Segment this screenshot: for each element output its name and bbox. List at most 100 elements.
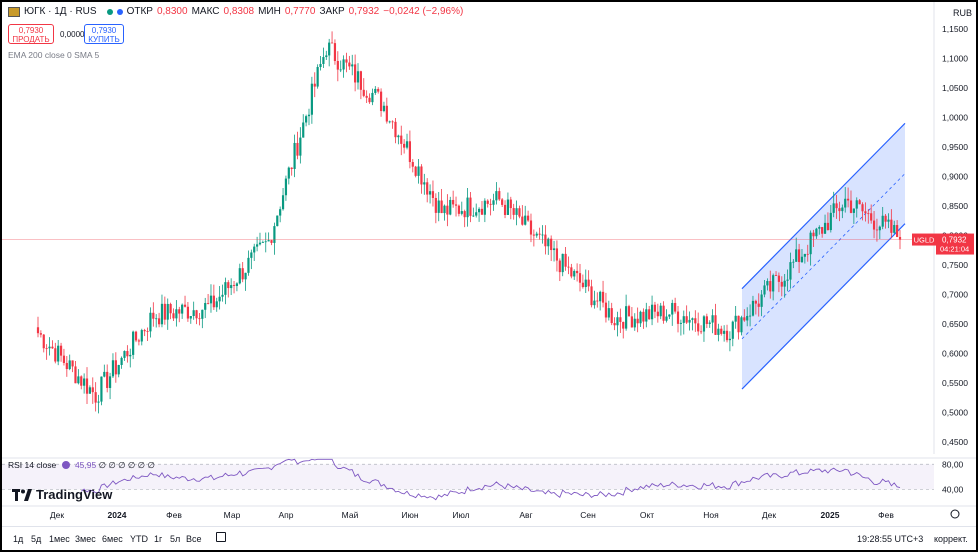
candle — [313, 72, 316, 98]
candle — [80, 375, 83, 390]
adjust-button[interactable]: коррект. — [934, 534, 968, 544]
candle — [861, 202, 864, 221]
candle — [524, 205, 527, 226]
candle — [94, 382, 97, 412]
date-range-icon[interactable] — [216, 532, 226, 542]
flag-icon — [8, 6, 20, 17]
candle — [181, 303, 184, 319]
candle — [351, 54, 354, 76]
candle — [705, 313, 708, 329]
candle — [359, 70, 362, 100]
candle — [711, 309, 714, 334]
candle — [564, 247, 567, 271]
candle — [449, 196, 452, 216]
x-tick-label: Июн — [401, 510, 418, 520]
candle — [682, 310, 685, 335]
candle — [108, 372, 112, 400]
candle — [754, 299, 757, 315]
x-tick-label: 2024 — [108, 510, 127, 520]
price-badge-value: 0,7932 — [942, 236, 967, 245]
y-tick-label: 1,1500 — [942, 24, 968, 34]
candle — [423, 173, 426, 195]
candle — [688, 311, 691, 331]
candle — [68, 354, 71, 371]
symbol-header: ЮГК · 1Д · RUS ОТКР 0,8300 МАКС 0,8308 МИН… — [8, 6, 463, 17]
candle — [636, 307, 639, 333]
candle — [250, 249, 253, 270]
candle — [77, 369, 80, 385]
clock-time[interactable]: 19:28:55 UTC+3 — [857, 534, 924, 544]
candle — [155, 314, 158, 328]
candle — [679, 319, 682, 336]
candle — [426, 178, 429, 203]
x-tick-label: Авг — [519, 510, 532, 520]
candle — [489, 198, 492, 216]
candle — [774, 271, 778, 276]
candle — [62, 348, 66, 366]
candle — [371, 88, 374, 106]
y-tick-label: 0,7000 — [942, 290, 968, 300]
candle — [844, 187, 847, 213]
candle — [587, 270, 590, 292]
candle — [849, 190, 853, 214]
candle — [316, 64, 319, 89]
candle — [561, 253, 564, 277]
range-3m[interactable]: 3мес — [75, 534, 96, 544]
range-1m[interactable]: 1мес — [49, 534, 70, 544]
candle — [521, 205, 524, 226]
candle — [723, 325, 726, 342]
candle — [437, 191, 440, 222]
buy-button[interactable]: 0,7930 КУПИТЬ — [84, 24, 124, 44]
range-ytd[interactable]: YTD — [130, 534, 148, 544]
range-5y[interactable]: 5л — [170, 534, 181, 544]
open-label: ОТКР — [126, 6, 153, 17]
range-all[interactable]: Все — [186, 534, 202, 544]
range-1y[interactable]: 1г — [154, 534, 163, 544]
candle — [751, 295, 755, 317]
candle — [746, 307, 749, 327]
low-value: 0,7770 — [284, 6, 316, 17]
candle — [235, 282, 239, 292]
candle — [890, 209, 893, 239]
candle — [362, 78, 365, 98]
candle — [345, 52, 348, 73]
candle — [832, 191, 835, 218]
candle — [769, 270, 772, 299]
high-value: 0,8308 — [223, 6, 255, 17]
candle — [302, 114, 305, 138]
candle — [123, 350, 126, 361]
sell-button[interactable]: 0,7930 ПРОДАТЬ — [8, 24, 54, 44]
candle — [855, 197, 858, 218]
symbol-title[interactable]: ЮГК · 1Д · RUS — [24, 6, 97, 17]
candle — [593, 290, 596, 309]
candle — [541, 225, 544, 244]
candle — [420, 164, 423, 194]
candle — [659, 302, 662, 320]
range-1d[interactable]: 1д — [13, 534, 24, 544]
candle — [452, 190, 455, 208]
candle — [307, 108, 311, 126]
candle — [875, 218, 879, 242]
candle — [397, 134, 400, 145]
ema-indicator-label[interactable]: EMA 200 close 0 SMA 5 — [8, 50, 100, 60]
candle — [835, 194, 838, 219]
candle — [54, 342, 57, 364]
candle — [818, 225, 821, 235]
range-6m[interactable]: 6мес — [102, 534, 123, 544]
channel-median — [741, 173, 906, 340]
candle — [85, 367, 89, 405]
candle — [766, 278, 769, 291]
candle — [134, 330, 138, 343]
candle — [443, 204, 446, 221]
candle — [221, 284, 224, 302]
rsi-header[interactable]: RSI 14 close 45,95 ∅ ∅ ∅ ∅ ∅ ∅ — [8, 460, 155, 471]
candle — [671, 299, 674, 326]
buy-price: 0,7930 — [91, 26, 117, 35]
candle — [132, 330, 135, 360]
candle — [238, 263, 241, 285]
tradingview-logo[interactable]: TradingView — [12, 487, 112, 502]
range-5d[interactable]: 5д — [31, 534, 42, 544]
candle — [114, 352, 117, 383]
